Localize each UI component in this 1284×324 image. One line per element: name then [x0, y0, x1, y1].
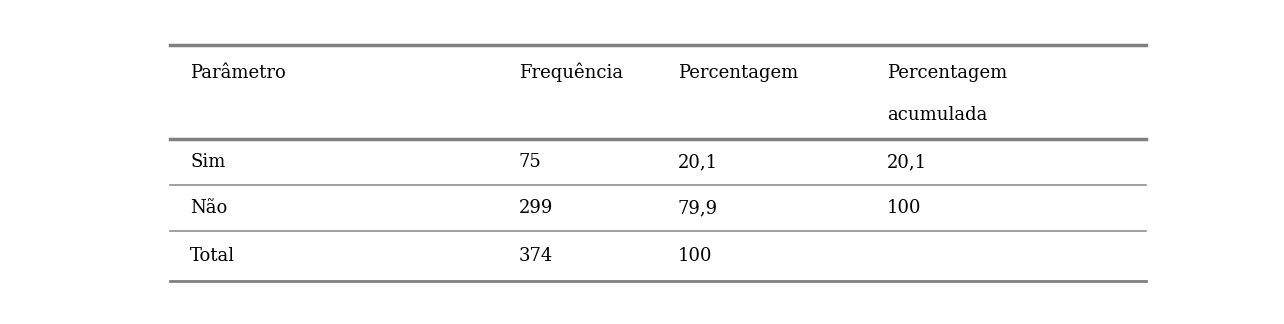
Text: 20,1: 20,1 — [678, 153, 718, 171]
Text: Parâmetro: Parâmetro — [190, 64, 286, 82]
Text: Frequência: Frequência — [519, 63, 623, 82]
Text: Não: Não — [190, 199, 227, 217]
Text: Percentagem: Percentagem — [678, 64, 799, 82]
Text: Total: Total — [190, 248, 235, 265]
Text: 20,1: 20,1 — [887, 153, 927, 171]
Text: Percentagem: Percentagem — [887, 64, 1007, 82]
Text: 79,9: 79,9 — [678, 199, 718, 217]
Text: Sim: Sim — [190, 153, 226, 171]
Text: acumulada: acumulada — [887, 106, 987, 124]
Text: 100: 100 — [678, 248, 713, 265]
Text: 374: 374 — [519, 248, 553, 265]
Text: 299: 299 — [519, 199, 553, 217]
Text: 100: 100 — [887, 199, 922, 217]
Text: 75: 75 — [519, 153, 542, 171]
